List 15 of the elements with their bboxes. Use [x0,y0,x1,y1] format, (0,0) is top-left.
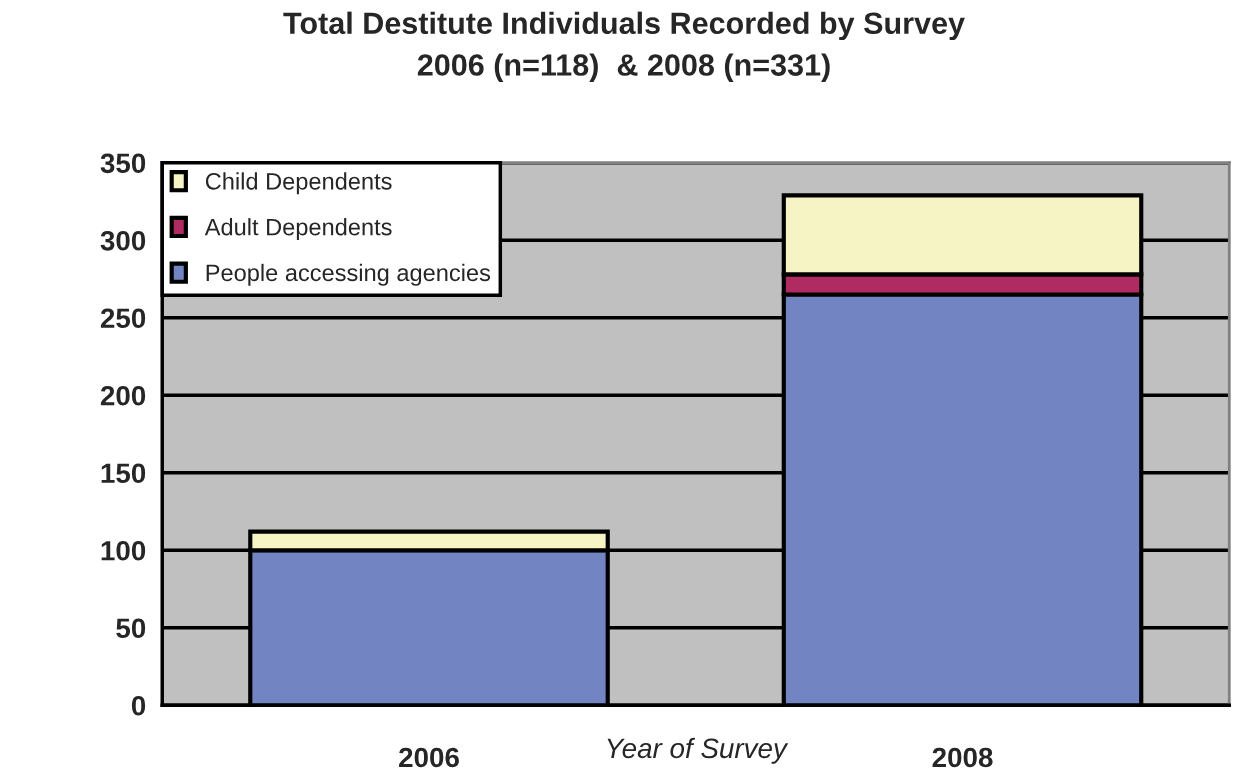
y-tick-label: 200 [100,385,146,406]
y-tick-label: 350 [100,153,146,174]
x-axis-title: Year of Survey [607,737,789,764]
legend-label: People accessing agencies [206,263,491,286]
y-tick-label: 150 [101,463,146,484]
legend-label: Child Dependents [205,172,392,195]
y-tick-label: 300 [100,230,146,251]
legend-label: Adult Dependents [204,218,392,241]
y-tick-label: 250 [100,308,146,329]
y-tick-label: 0 [131,695,146,716]
chart-title: Total Destitute Individuals Recorded by Survey 2006 (n=118) & 2008 (n=331) [283,11,965,82]
y-tick-label: 100 [101,540,146,561]
x-tick-label: 2006 [399,747,459,768]
y-tick-label: 50 [116,618,146,639]
x-tick-label: 2008 [932,747,993,768]
